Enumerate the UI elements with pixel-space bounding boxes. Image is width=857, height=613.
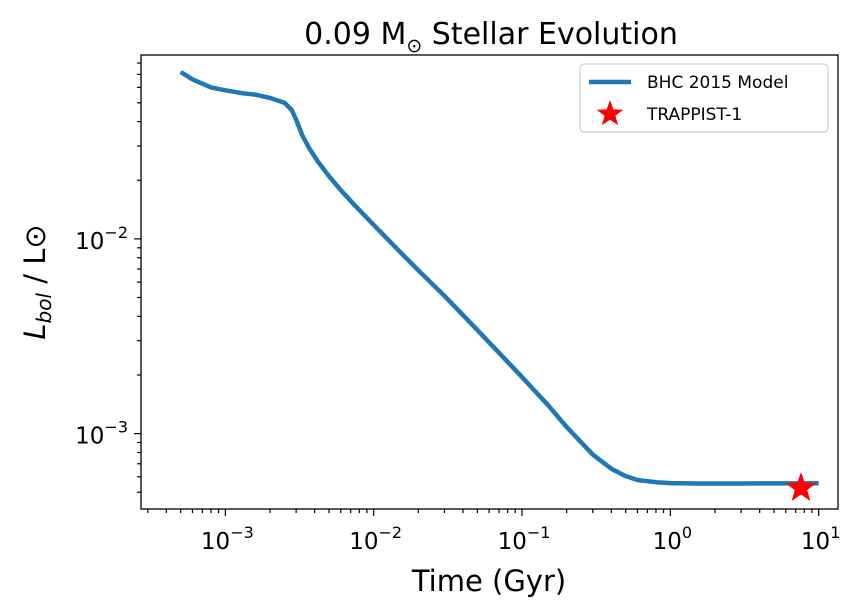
x-tick-label: 101 <box>801 523 840 555</box>
legend-box <box>579 63 829 133</box>
data-point-trappist-1 <box>785 472 817 501</box>
y-tick-label: 10−2 <box>75 223 128 255</box>
x-axis-label: Time (Gyr) <box>411 564 566 598</box>
x-tick-label: 10−1 <box>498 523 551 555</box>
axis-ticks: 10−3 10−2 10−1 100 101 10−3 10−2 <box>75 62 840 555</box>
series-line-bhc-2015-model <box>179 70 819 486</box>
legend-label-trappist: TRAPPIST-1 <box>646 105 742 125</box>
legend-star-marker <box>596 100 624 126</box>
x-tick-label: 100 <box>653 523 692 555</box>
x-tick-label: 10−2 <box>349 523 402 555</box>
legend: BHC 2015 Model TRAPPIST-1 <box>579 63 829 133</box>
plot-area <box>179 70 819 501</box>
solar-symbol: ⊙ <box>406 35 422 57</box>
y-axis-label: Lbol / L⊙ <box>18 224 56 339</box>
chart-title: 0.09 M⊙ Stellar Evolution <box>304 17 678 57</box>
y-tick-label: 10−3 <box>75 418 128 450</box>
x-tick-label: 10−3 <box>201 523 254 555</box>
legend-label-model: BHC 2015 Model <box>647 73 788 93</box>
